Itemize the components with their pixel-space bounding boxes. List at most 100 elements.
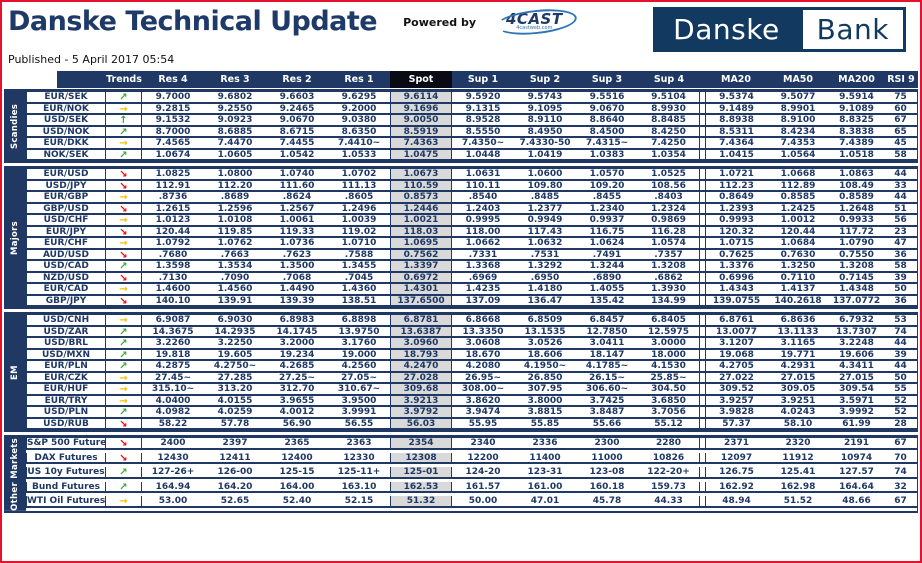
rsi9-value-cell: 74 (884, 327, 917, 338)
res4-value-cell: 14.3675 (142, 327, 204, 338)
spot-value-cell: 2354 (390, 438, 452, 450)
res4-value-cell: 2400 (142, 438, 204, 450)
column-gap (700, 438, 705, 450)
res4-value-cell: 9.7000 (142, 92, 204, 104)
sup2-value-cell: 3.8000 (514, 396, 576, 407)
res1-value-cell: .8605 (328, 192, 390, 204)
pair-cell-usd-pln: USD/PLN (26, 407, 106, 419)
ma200-value-cell: 8.8325 (829, 115, 884, 127)
res2-value-cell: 9.2465 (266, 104, 328, 115)
ma20-value-cell: 6.8761 (705, 315, 767, 327)
column-header-res-1: Res 1 (328, 71, 390, 88)
rsi9-value-cell: 28 (884, 419, 917, 430)
spot-value-cell: 1.0021 (390, 215, 452, 227)
res3-value-cell: 1.0108 (204, 215, 266, 227)
res2-value-cell: 56.90 (266, 419, 328, 430)
sup2-value-cell: 8.4950 (514, 127, 576, 138)
up-right-arrow-icon: ↗ (106, 126, 142, 138)
down-right-arrow-icon: ↘ (106, 169, 142, 181)
res2-value-cell: 1.3500 (266, 261, 328, 273)
up-right-arrow-icon: ↗ (106, 92, 142, 104)
res1-value-cell: 2363 (328, 438, 390, 450)
ma20-value-cell: 0.7625 (705, 249, 767, 261)
res3-value-cell: 12411 (204, 453, 266, 465)
rsi9-value-cell: 36 (884, 296, 917, 307)
column-header-ma50: MA50 (767, 71, 829, 88)
res1-value-cell: 1.3455 (328, 261, 390, 273)
res1-value-cell: 138.51 (328, 296, 390, 307)
sup2-value-cell: 9.5743 (514, 92, 576, 104)
pair-cell-eur-czk: EUR/CZK (26, 372, 106, 384)
ma50-value-cell: 0.7110 (767, 273, 829, 284)
res2-value-cell: 111.60 (266, 181, 328, 192)
sup4-value-cell: 159.73 (638, 481, 700, 494)
pair-cell-usd-rub: USD/RUB (26, 418, 106, 430)
column-gap (700, 295, 705, 307)
rsi9-value-cell: 53 (884, 315, 917, 327)
sup1-value-cell: 7.4350~ (452, 138, 514, 150)
sup4-value-cell: 7.4250 (638, 138, 700, 150)
sup1-value-cell: 124-20 (452, 467, 514, 479)
sup1-value-cell: 1.0662 (452, 238, 514, 250)
ma50-value-cell: 27.015 (767, 373, 829, 384)
rsi9-value-cell: 44 (884, 192, 917, 204)
column-gap (700, 138, 705, 150)
sup2-value-cell: 3.8815 (514, 407, 576, 419)
ma20-value-cell: 48.94 (705, 496, 767, 508)
spot-value-cell: 9.1696 (390, 103, 452, 115)
column-gap (700, 407, 705, 419)
pair-cell-usd-mxn: USD/MXN (26, 349, 106, 361)
right-arrow-icon: → (106, 192, 142, 204)
sup1-value-cell: 1.3368 (452, 261, 514, 273)
column-gap (700, 452, 705, 465)
sup3-value-cell: 45.78 (576, 496, 638, 508)
ma200-value-cell: 137.0772 (829, 296, 884, 307)
table-sections: Scandies EUR/SEK ↗ 9.7000 9.6802 9.6603 9.6295… (4, 89, 918, 513)
group-label-scandies: Scandies (4, 92, 26, 161)
res2-value-cell: .8624 (266, 192, 328, 204)
rsi9-value-cell: 33 (884, 181, 917, 192)
res2-value-cell: 6.8983 (266, 315, 328, 327)
column-gap (700, 192, 705, 204)
res2-value-cell: 1.0740 (266, 169, 328, 181)
ma20-value-cell: 4.2705 (705, 361, 767, 373)
ma200-value-cell: 8.3838 (829, 127, 884, 138)
ma20-value-cell: 2371 (705, 438, 767, 450)
sup4-value-cell: 8.9930 (638, 103, 700, 115)
up-right-arrow-icon: ↗ (106, 338, 142, 350)
res2-value-cell: 139.39 (266, 296, 328, 307)
sup2-value-cell: 1.4180 (514, 284, 576, 296)
sup2-value-cell: 136.47 (514, 296, 576, 307)
ma50-value-cell: 1.2425 (767, 204, 829, 215)
sup2-value-cell: 1.2377 (514, 204, 576, 215)
sup4-value-cell: 134.99 (638, 295, 700, 307)
res1-value-cell: 119.02 (328, 227, 390, 238)
ma200-value-cell: 2191 (829, 438, 884, 450)
ma200-value-cell: 0.8589 (829, 192, 884, 204)
right-arrow-icon: → (106, 238, 142, 250)
pair-cell-eur-gbp: EUR/GBP (26, 192, 106, 204)
column-gap (700, 103, 705, 115)
column-gap (700, 326, 705, 338)
sup4-value-cell: 8.8485 (638, 115, 700, 127)
res4-value-cell: 19.818 (142, 350, 204, 361)
column-gap (700, 372, 705, 384)
sup4-value-cell: 116.28 (638, 226, 700, 238)
res1-value-cell: 9.2000 (328, 104, 390, 115)
column-gap (700, 395, 705, 407)
pair-cell-usd-sek: USD/SEK (26, 115, 106, 127)
res3-value-cell: 3.2250 (204, 338, 266, 350)
res3-value-cell: 8.6885 (204, 127, 266, 138)
sup2-value-cell: 1.0600 (514, 169, 576, 181)
res4-value-cell: 27.45~ (142, 373, 204, 384)
sup3-value-cell: 0.9937 (576, 215, 638, 227)
res4-value-cell: 9.1532 (142, 115, 204, 127)
danske-bank-logo: Danske Bank (653, 7, 906, 52)
group-label-other-markets: Other Markets (4, 438, 26, 511)
pair-cell-bund-futures: Bund Futures (26, 481, 106, 494)
ma50-value-cell: 125.41 (767, 467, 829, 479)
res4-value-cell: 9.2815 (142, 104, 204, 115)
res3-value-cell: 112.20 (204, 181, 266, 192)
res4-value-cell: 8.7000 (142, 127, 204, 138)
rsi9-value-cell: 67 (884, 115, 917, 127)
